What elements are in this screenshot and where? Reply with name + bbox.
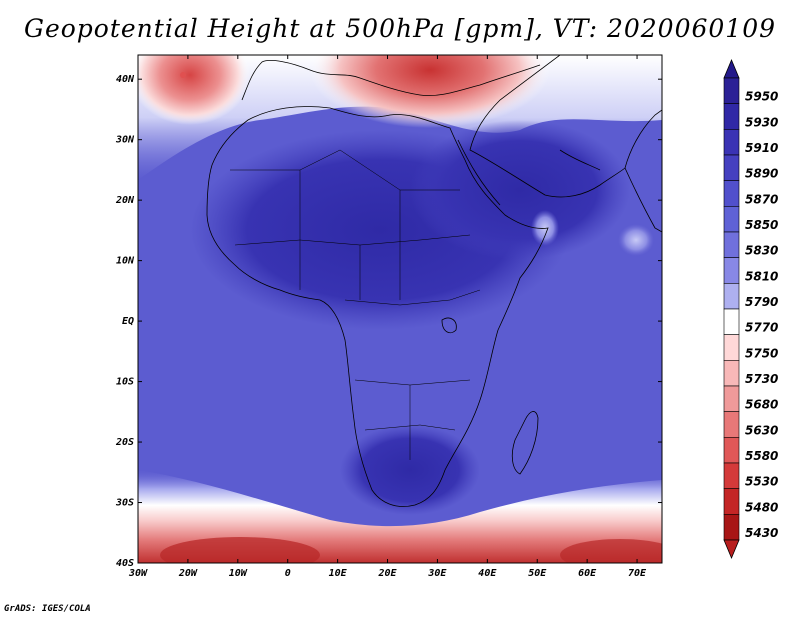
border-southern-africa: [364, 424, 456, 431]
plot-frame: [137, 54, 663, 564]
lon-label: 30W: [128, 568, 148, 579]
colorbar-label: 5850: [745, 218, 778, 232]
red-sea: [457, 139, 501, 206]
lat-label: 40N: [116, 74, 135, 85]
lake-victoria: [441, 317, 457, 334]
persian-gulf: [559, 149, 601, 171]
field-high-core-south: [340, 425, 480, 515]
colorbar-swatch: [723, 77, 740, 104]
colorbar-swatch: [723, 180, 740, 207]
coastlines: [206, 55, 662, 507]
colorbar-bottom-arrow: [723, 539, 740, 560]
lon-label: 20W: [178, 568, 198, 579]
colorbar-top-arrow: [723, 58, 740, 79]
india-coastline: [624, 167, 662, 233]
lat-label: 10S: [116, 377, 134, 388]
africa-coastline: [206, 106, 549, 507]
lon-label: 60E: [578, 568, 597, 579]
colorbar-swatch: [723, 360, 740, 387]
colorbar-label: 5480: [745, 500, 778, 514]
lat-label: 40S: [116, 558, 134, 569]
colorbar-label: 5730: [745, 372, 778, 386]
height-field: [138, 55, 662, 563]
field-low-mediterranean: [310, 55, 550, 128]
colorbar-label: 5870: [745, 192, 778, 206]
field-low-atlantic: [138, 55, 250, 125]
colorbar-swatch: [723, 437, 740, 464]
colorbar-label: 5750: [745, 346, 778, 360]
lat-label: 20N: [115, 195, 135, 206]
colorbar-swatch: [723, 308, 740, 335]
lon-label: 0: [285, 568, 291, 579]
lon-label: 50E: [528, 568, 547, 579]
borders: [230, 149, 481, 460]
colorbar-swatch: [723, 514, 740, 541]
field-spot-arabian-sea: [618, 224, 654, 256]
lat-label: 20S: [115, 437, 134, 448]
colorbar-label: 5580: [745, 449, 778, 463]
colorbar-label: 5530: [745, 475, 778, 489]
colorbar-label: 5930: [745, 115, 778, 129]
colorbar-swatch: [723, 411, 740, 438]
colorbar-swatch: [723, 103, 740, 130]
lat-label: 30N: [115, 135, 135, 146]
lon-label: 30E: [427, 568, 447, 579]
colorbar-swatch: [723, 154, 740, 181]
europe-coastline: [241, 60, 541, 101]
border-central: [344, 289, 481, 306]
colorbar-swatch: [723, 231, 740, 258]
field-low-se: [560, 539, 662, 563]
lon-label: 10E: [329, 568, 348, 579]
colorbar-label: 5830: [745, 244, 778, 258]
lon-label: 40E: [478, 568, 497, 579]
lat-label: 10N: [116, 256, 135, 267]
axis-ticks: [137, 55, 662, 564]
colorbar-label: 5680: [745, 398, 778, 412]
colorbar-label: 5950: [745, 90, 778, 104]
colorbar-label: 5790: [745, 295, 778, 309]
colorbar-swatch: [723, 257, 740, 284]
lon-label: 20E: [377, 568, 397, 579]
colorbar-label: 5430: [745, 526, 778, 540]
border-sahara: [230, 149, 460, 191]
longitude-labels: 30W 20W 10W 0 10E 20E 30E 40E 50E 60E 70E: [128, 568, 647, 579]
map-title: Geopotential Height at 500hPa [gpm], VT:…: [23, 14, 777, 43]
colorbar-label: 5630: [745, 423, 778, 437]
lat-label: EQ: [122, 316, 134, 327]
grads-credit: GrADS: IGES/COLA: [4, 604, 91, 614]
colorbar-swatch: [723, 206, 740, 233]
madagascar-coastline: [511, 411, 539, 475]
field-low-center: [180, 72, 186, 78]
lon-label: 10W: [229, 568, 248, 579]
colorbar-label: 5910: [745, 141, 778, 155]
colorbar-label: 5810: [745, 269, 778, 283]
arabia-coastline: [469, 55, 662, 198]
colorbar-swatch: [723, 283, 740, 310]
field-low-sw: [160, 537, 320, 563]
colorbar-swatch: [723, 462, 740, 489]
colorbar: 5950 5930 5910 5890 5870 5850 5830 5810 5790 5770…: [723, 58, 778, 560]
colorbar-swatch: [723, 488, 740, 515]
latitude-labels: 40N 30N 20N 10N EQ 10S 20S 30S 40S: [115, 74, 135, 569]
field-high-core-east: [410, 120, 630, 260]
colorbar-label: 5770: [745, 321, 778, 335]
lon-label: 70E: [628, 568, 647, 579]
colorbar-swatch: [723, 129, 740, 156]
colorbar-swatch: [723, 385, 740, 412]
colorbar-swatch: [723, 334, 740, 361]
colorbar-label: 5890: [745, 167, 778, 181]
lat-label: 30S: [115, 498, 134, 509]
